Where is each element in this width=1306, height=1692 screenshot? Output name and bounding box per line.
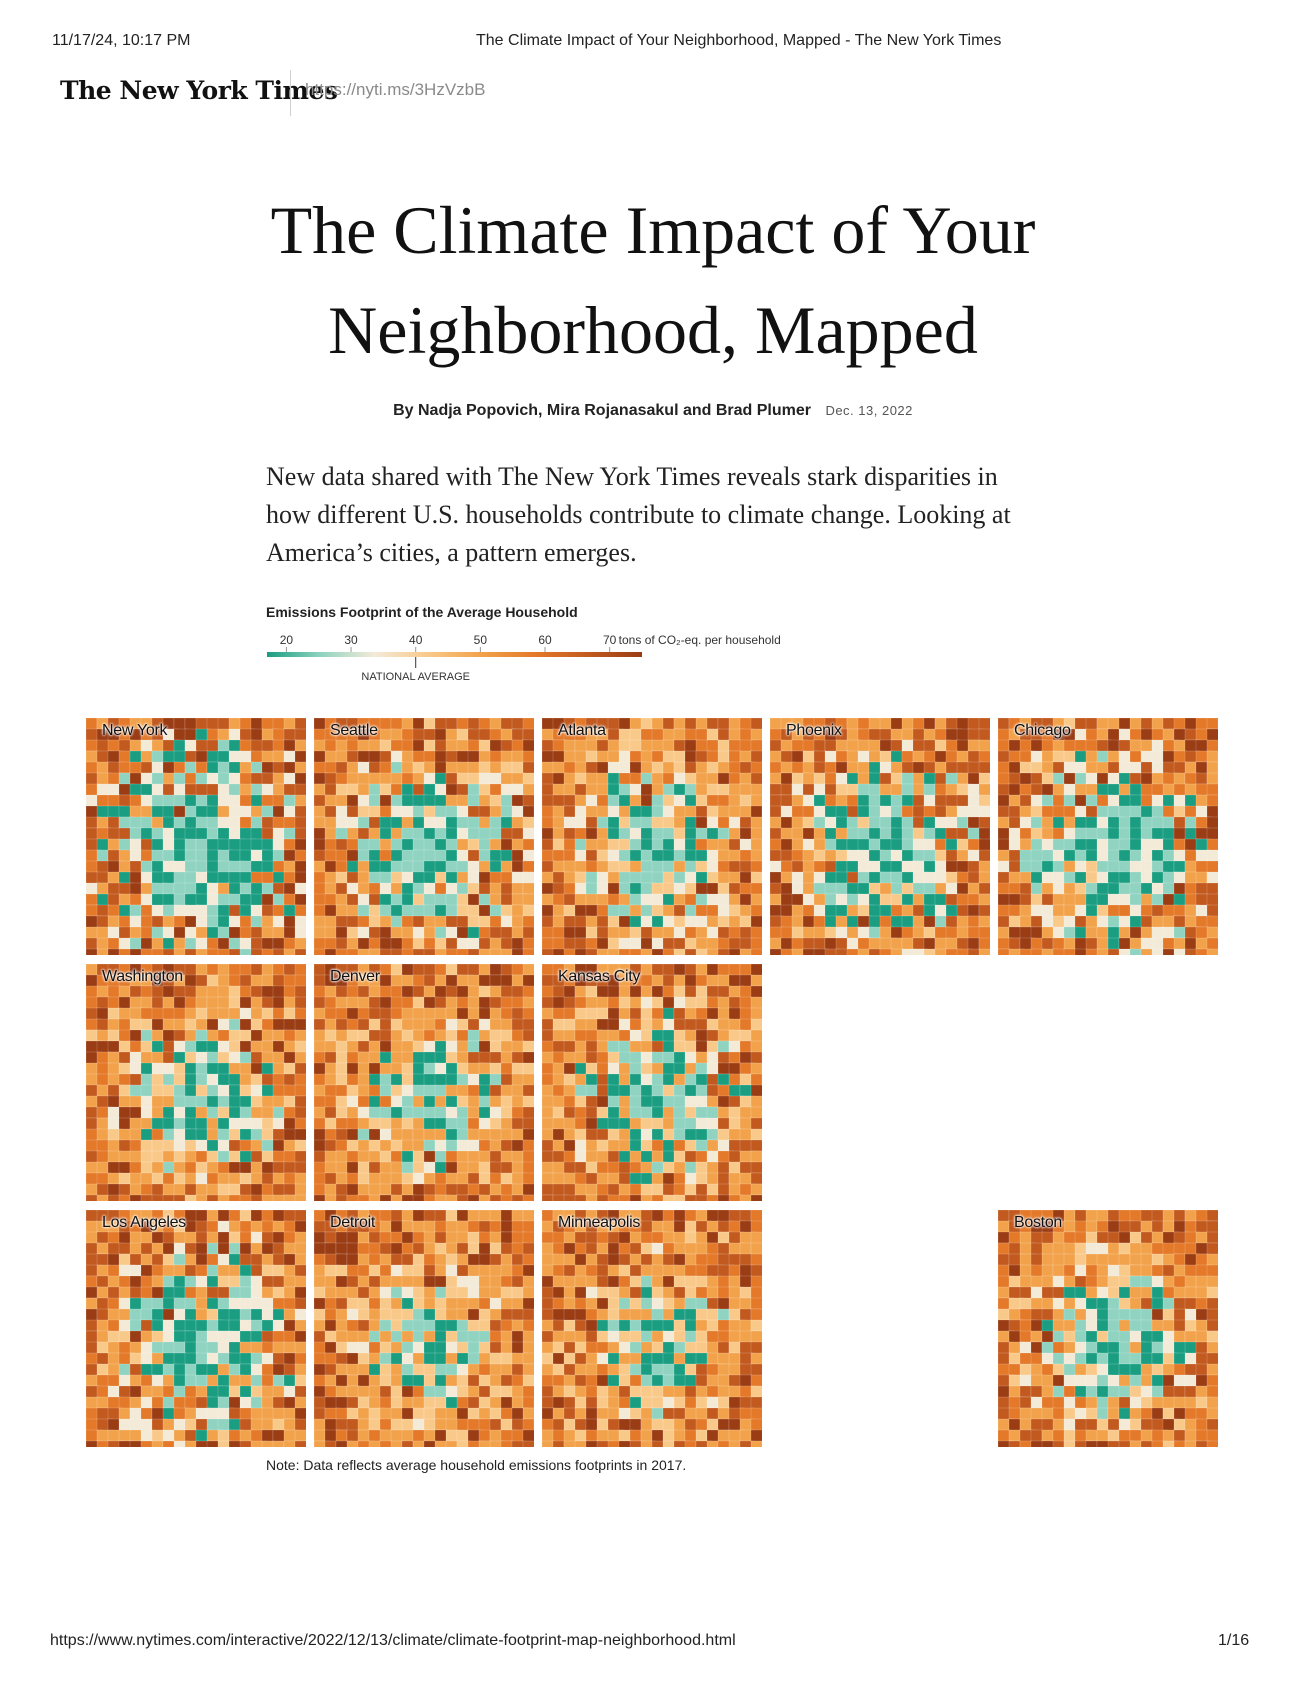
map-label-new-york: New York <box>102 722 168 739</box>
map-atlanta-fill <box>542 718 762 955</box>
chart-note: Note: Data reflects average household em… <box>266 1457 687 1473</box>
map-kansas-city[interactable]: Kansas City <box>542 964 762 1201</box>
map-los-angeles[interactable]: Los Angeles <box>86 1210 306 1447</box>
map-washington[interactable]: Washington <box>86 964 306 1201</box>
map-label-atlanta: Atlanta <box>558 722 606 739</box>
headline-line-1: The Climate Impact of Your <box>270 192 1036 268</box>
color-legend: 20 30 40 50 60 70 tons of CO₂-eq. per househo… <box>267 633 781 683</box>
byline-date: Dec. 13, 2022 <box>825 403 913 418</box>
map-label-phoenix: Phoenix <box>786 722 842 739</box>
map-label-detroit: Detroit <box>330 1214 376 1231</box>
nyt-logo[interactable]: The New York Times <box>60 76 338 105</box>
legend-tick-label: 20 <box>280 633 294 647</box>
legend-tick-label: 40 <box>409 633 423 647</box>
byline: By Nadja Popovich, Mira Rojanasakul and … <box>0 402 1306 420</box>
map-atlanta[interactable]: Atlanta <box>542 718 762 955</box>
map-label-washington: Washington <box>102 968 183 985</box>
footer-url: https://www.nytimes.com/interactive/2022… <box>50 1632 736 1649</box>
short-link[interactable]: https://nyti.ms/3HzVzbB <box>305 80 486 99</box>
print-page-title: The Climate Impact of Your Neighborhood,… <box>476 32 1002 49</box>
map-label-boston: Boston <box>1014 1214 1063 1231</box>
headline: The Climate Impact of Your Neighborhood,… <box>180 180 1126 380</box>
map-denver-fill <box>314 964 534 1201</box>
map-los-angeles-fill <box>86 1210 306 1447</box>
map-detroit-fill <box>314 1210 534 1447</box>
map-label-minneapolis: Minneapolis <box>558 1214 641 1231</box>
masthead-divider <box>290 70 291 116</box>
byline-authors[interactable]: By Nadja Popovich, Mira Rojanasakul and … <box>393 402 811 419</box>
footer-page-number: 1/16 <box>1218 1632 1250 1649</box>
map-new-york[interactable]: New York <box>86 718 306 955</box>
map-boston-fill <box>998 1210 1218 1447</box>
map-chicago[interactable]: Chicago <box>998 718 1218 955</box>
legend-ticks: 20 30 40 50 60 70 <box>280 633 617 652</box>
map-boston[interactable]: Boston <box>998 1210 1218 1447</box>
map-phoenix-fill <box>770 718 990 955</box>
map-seattle[interactable]: Seattle <box>314 718 534 955</box>
map-label-seattle: Seattle <box>330 722 378 739</box>
map-minneapolis[interactable]: Minneapolis <box>542 1210 762 1447</box>
legend-tick-label: 60 <box>538 633 552 647</box>
map-label-kansas-city: Kansas City <box>558 968 641 985</box>
map-kansas-city-fill <box>542 964 762 1201</box>
map-denver[interactable]: Denver <box>314 964 534 1201</box>
legend-tick-label: 30 <box>344 633 358 647</box>
city-map-grid: New York Seattle Atlanta Phoenix Chicago… <box>86 718 1219 1447</box>
legend-tick-label: 70 <box>603 633 617 647</box>
print-timestamp: 11/17/24, 10:17 PM <box>52 32 191 49</box>
article-dek: New data shared with The New York Times … <box>266 462 1011 567</box>
map-detroit[interactable]: Detroit <box>314 1210 534 1447</box>
map-chicago-fill <box>998 718 1218 955</box>
legend-color-bar <box>267 652 642 657</box>
national-average-label: NATIONAL AVERAGE <box>361 671 470 683</box>
map-new-york-fill <box>86 718 306 955</box>
legend-tick-label: 50 <box>474 633 488 647</box>
map-phoenix[interactable]: Phoenix <box>770 718 990 955</box>
map-seattle-fill <box>314 718 534 955</box>
map-label-denver: Denver <box>330 968 380 985</box>
legend-unit-label: tons of CO₂-eq. per household <box>619 633 781 647</box>
map-label-los-angeles: Los Angeles <box>102 1214 186 1231</box>
headline-line-2: Neighborhood, Mapped <box>328 292 978 368</box>
legend-title: Emissions Footprint of the Average House… <box>266 604 578 620</box>
map-label-chicago: Chicago <box>1014 722 1071 739</box>
map-washington-fill <box>86 964 306 1201</box>
map-minneapolis-fill <box>542 1210 762 1447</box>
